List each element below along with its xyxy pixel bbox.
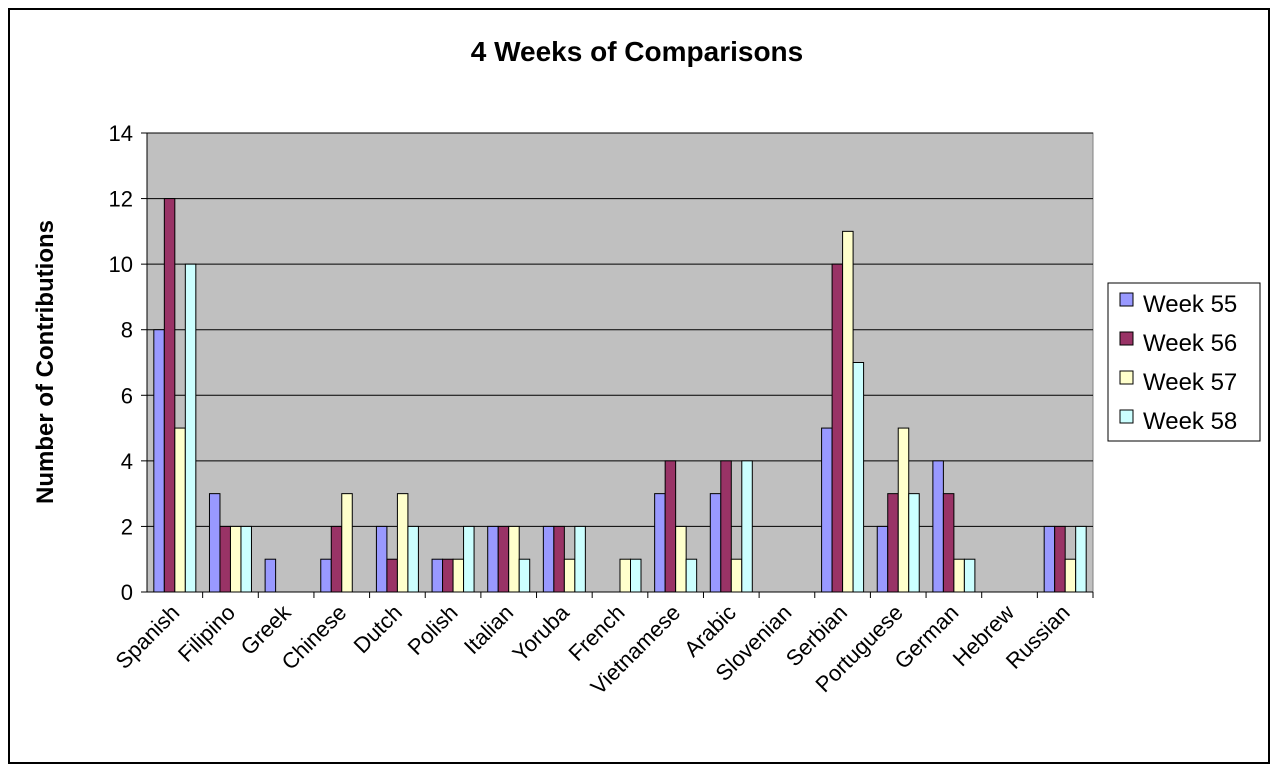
y-tick-label: 0 [121,580,133,605]
y-tick-label: 8 [121,318,133,343]
x-category-label: Polish [403,600,463,660]
bar-serbian-week-57 [842,230,854,593]
bar-portuguese-week-58 [908,493,920,593]
bar-arabic-week-58 [741,460,753,593]
x-category-label: Spanish [110,600,184,674]
bar-vietnamese-week-58 [685,558,698,593]
bar-portuguese-week-56 [887,493,899,593]
bar-dutch-week-56 [386,558,398,593]
bar-yoruba-week-55 [542,525,555,593]
gridlines [147,132,1093,527]
y-tick-label: 14 [109,121,133,146]
bar-vietnamese-week-55 [654,493,666,593]
bar-chinese-week-57 [341,493,353,593]
chart-title: 4 Weeks of Comparisons [471,36,803,67]
bar-arabic-week-56 [720,460,732,593]
bar-polish-week-58 [463,525,475,593]
bar-french-week-57 [619,558,631,593]
bar-russian-week-55 [1043,525,1056,593]
bar-greek-week-55 [264,558,277,593]
bar-yoruba-week-58 [574,525,586,593]
x-category-label: Yoruba [507,599,574,666]
legend: Week 55 Week 56 Week 57 Week 58 [1107,282,1261,442]
y-axis-label: Number of Contributions [32,220,59,504]
bar-polish-week-57 [452,558,465,593]
bar-polish-week-55 [431,558,444,593]
y-tick-labels: 0 2 4 6 8 10 12 14 [109,121,133,605]
legend-label: Week 56 [1143,330,1237,357]
legend-swatch-week-55 [1119,292,1134,307]
bar-arabic-week-57 [730,558,743,593]
bar-yoruba-week-56 [553,525,565,593]
y-tick-label: 12 [109,187,133,212]
bar-italian-week-58 [518,558,531,593]
bar-chinese-week-56 [330,525,343,593]
bar-portuguese-week-55 [876,525,889,593]
bar-russian-week-57 [1064,558,1077,593]
bar-chinese-week-55 [320,558,332,593]
bar-filipino-week-57 [229,525,242,593]
bar-russian-week-58 [1075,525,1087,593]
bar-spanish-week-56 [163,198,176,593]
bar-dutch-week-55 [375,525,388,593]
bar-spanish-week-55 [153,329,165,593]
bar-filipino-week-58 [240,525,252,593]
bar-polish-week-56 [442,558,454,593]
bars [153,198,1087,593]
legend-label: Week 58 [1143,408,1237,435]
bar-yoruba-week-57 [563,558,576,593]
y-tick-label: 6 [121,383,133,408]
bar-vietnamese-week-56 [664,460,677,593]
x-category-labels: SpanishFilipinoGreekChineseDutchPolishIt… [110,599,1074,699]
legend-label: Week 55 [1143,291,1237,318]
bar-dutch-week-58 [407,525,419,593]
bar-serbian-week-58 [852,362,865,593]
y-tick-label: 4 [121,449,133,474]
x-category-label: Filipino [173,600,240,667]
bar-vietnamese-week-57 [675,525,687,593]
bar-german-week-57 [953,558,965,593]
bar-russian-week-56 [1054,525,1066,593]
legend-swatch-week-57 [1119,370,1134,385]
y-tick-label: 10 [109,252,133,277]
bar-portuguese-week-57 [897,427,910,593]
bar-german-week-58 [963,558,976,593]
bar-filipino-week-56 [219,525,231,593]
bar-spanish-week-58 [184,263,197,593]
legend-swatch-week-56 [1119,331,1134,346]
axes [141,132,1094,598]
bar-italian-week-57 [508,525,520,593]
bar-french-week-58 [630,558,642,593]
bar-italian-week-55 [487,525,499,593]
bar-serbian-week-55 [821,427,833,593]
bar-german-week-56 [942,493,955,593]
bar-filipino-week-55 [208,493,221,593]
legend-label: Week 57 [1143,369,1237,396]
y-tick-label: 2 [121,514,133,539]
x-category-label: Dutch [349,600,407,658]
legend-swatch-week-58 [1119,409,1134,424]
bar-arabic-week-55 [709,493,722,593]
bar-dutch-week-57 [396,493,409,593]
bar-serbian-week-56 [831,263,844,593]
bar-spanish-week-57 [174,427,186,593]
bar-german-week-55 [932,460,944,593]
bar-italian-week-56 [497,525,510,593]
